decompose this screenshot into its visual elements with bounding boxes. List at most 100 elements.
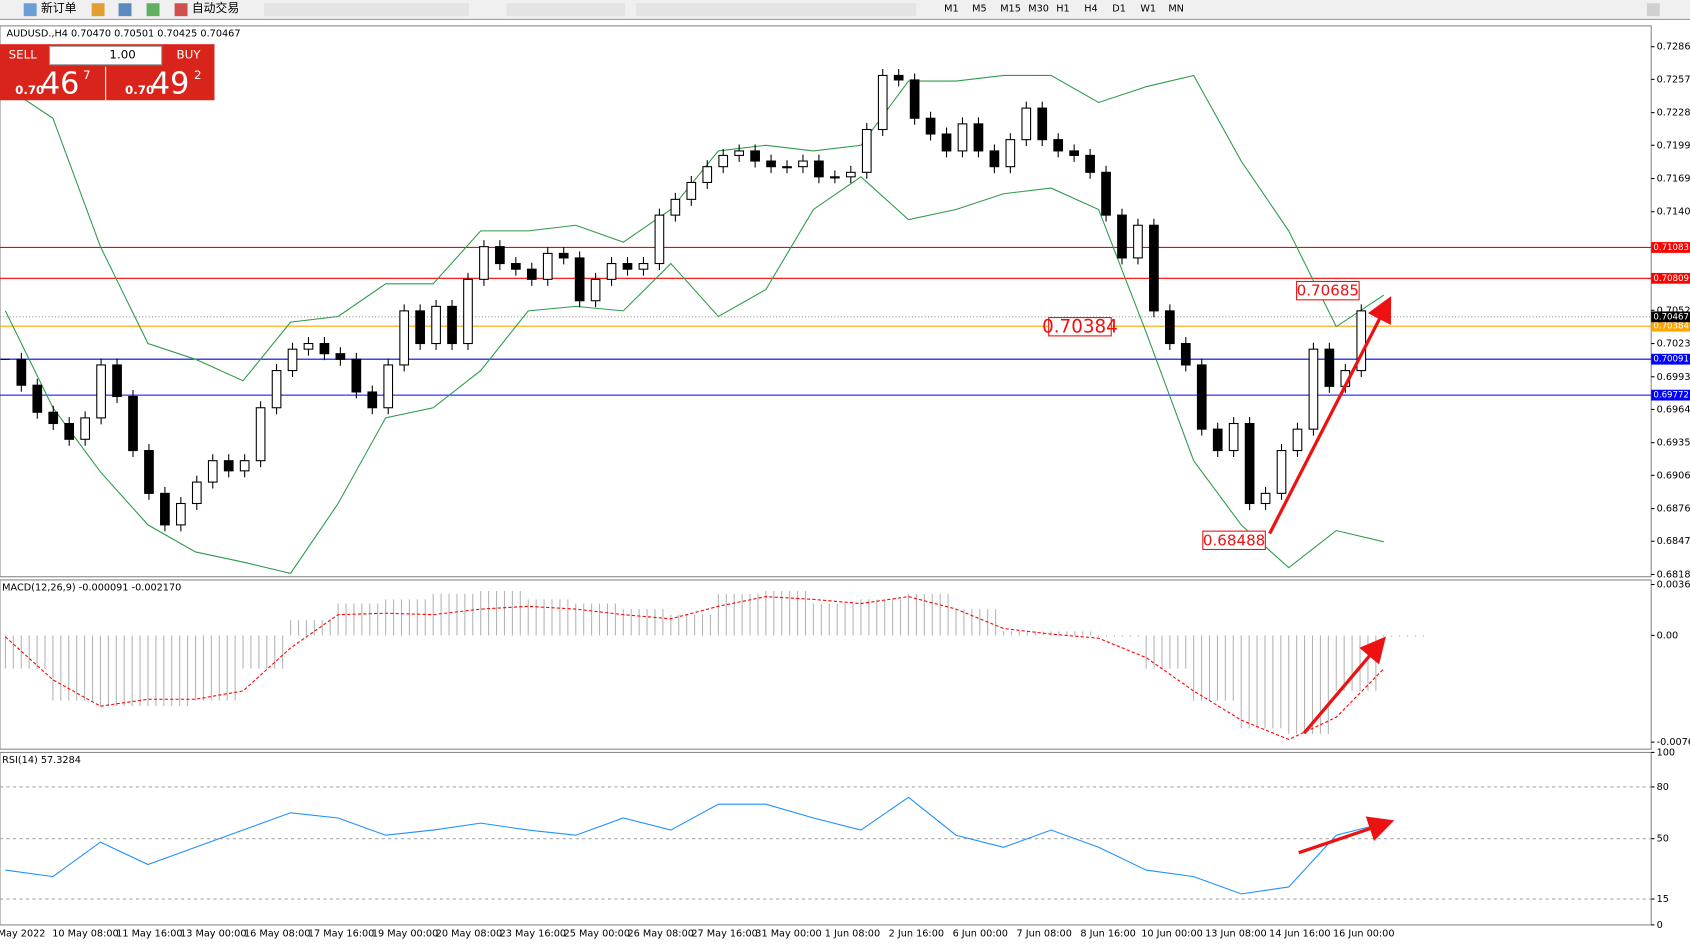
buy-pipette[interactable]: 2	[194, 68, 202, 82]
candle	[1133, 224, 1143, 259]
bollinger-band	[5, 74, 1385, 382]
tool-icon[interactable]	[146, 3, 160, 17]
chart-tools[interactable]	[264, 3, 469, 17]
candle	[48, 411, 59, 425]
candle	[750, 150, 760, 162]
candle	[1292, 428, 1303, 452]
candle	[1005, 139, 1016, 168]
x-tick-label: 19 May 00:00	[372, 929, 438, 940]
x-tick-label: 11 May 16:00	[116, 929, 182, 940]
candle	[1276, 450, 1287, 494]
y-tick-label: 0.69935	[1657, 372, 1690, 383]
candle	[798, 160, 808, 168]
timeframe-button[interactable]: M5	[972, 4, 987, 15]
tool-icon[interactable]	[91, 3, 105, 17]
buy-price[interactable]: 49	[151, 67, 189, 102]
buy-prefix[interactable]: 0.70	[125, 83, 154, 97]
new-order-button[interactable]: 新订单	[41, 1, 77, 15]
candle	[1308, 348, 1319, 430]
candle	[1180, 342, 1191, 366]
price-annotation-box	[1048, 317, 1112, 337]
trade-panel: SELL 1.00 BUY 0.70 46 7 0.70 49 2	[0, 44, 215, 102]
candle	[590, 278, 601, 302]
price-annotation-box	[1202, 530, 1266, 551]
new-order-icon[interactable]	[23, 3, 37, 17]
sell-prefix[interactable]: 0.70	[15, 83, 44, 97]
macd-signal	[5, 596, 1385, 741]
level-tag-label: 0.69772	[1653, 391, 1689, 401]
level-tag	[1651, 353, 1690, 365]
candle	[1212, 428, 1223, 452]
tool-icon[interactable]	[118, 3, 132, 17]
x-tick-label: 31 May 00:00	[755, 929, 821, 940]
y-tick-label: 80	[1657, 782, 1669, 793]
candle	[80, 417, 90, 440]
buy-button[interactable]: BUY	[176, 47, 201, 61]
timeframe-button[interactable]: H4	[1084, 4, 1097, 15]
candle	[479, 246, 489, 280]
candle	[96, 364, 106, 419]
candle	[431, 305, 441, 345]
candle	[526, 268, 537, 280]
sell-button[interactable]: SELL	[9, 47, 38, 61]
timeframe-button[interactable]: MN	[1168, 4, 1184, 15]
candle	[112, 364, 122, 398]
timeframe-button[interactable]: W1	[1140, 4, 1156, 15]
y-tick-label: 0.71695	[1657, 174, 1690, 185]
timeframe-button[interactable]: M15	[1000, 4, 1021, 15]
candle	[1244, 422, 1255, 505]
macd-panel	[0, 579, 1652, 750]
candle	[734, 150, 745, 156]
sell-pipette[interactable]: 7	[83, 68, 91, 82]
x-tick-label: 23 May 16:00	[500, 929, 566, 940]
timeframe-button[interactable]: M1	[944, 4, 959, 15]
x-tick-label: 20 May 08:00	[436, 929, 502, 940]
y-tick-label: 0.00367	[1657, 580, 1690, 591]
candle	[510, 263, 521, 270]
candle	[271, 370, 282, 409]
sell-price[interactable]: 46	[41, 67, 79, 102]
timeframe-button[interactable]: M30	[1028, 4, 1049, 15]
y-tick-label: 15	[1657, 894, 1669, 905]
candle	[1069, 150, 1079, 156]
candle	[128, 395, 138, 452]
timeframe-button[interactable]: H1	[1056, 4, 1069, 15]
candle	[1053, 139, 1064, 152]
search-icon[interactable]	[1646, 3, 1660, 17]
drawing-tools[interactable]	[635, 3, 917, 17]
candle	[909, 79, 920, 119]
candle	[1101, 171, 1111, 216]
x-tick-label: 6 Jun 00:00	[953, 929, 1008, 940]
timeframe-button[interactable]: D1	[1112, 4, 1126, 15]
candle	[239, 460, 250, 472]
x-tick-label: 16 May 08:00	[244, 929, 310, 940]
candle	[191, 481, 202, 505]
candle	[64, 422, 75, 440]
x-tick-label: 25 May 00:00	[564, 929, 630, 940]
x-tick-label: 10 Jun 00:00	[1141, 929, 1203, 940]
candle	[845, 171, 856, 178]
auto-trading-icon[interactable]	[174, 3, 188, 17]
candle	[877, 74, 888, 131]
indicator-label: MACD(12,26,9) -0.000091 -0.002170	[2, 582, 181, 593]
y-tick-label: 0.72575	[1657, 74, 1690, 85]
x-tick-label: 13 Jun 08:00	[1205, 929, 1267, 940]
candle	[16, 358, 27, 386]
candle	[542, 252, 553, 280]
lot-size[interactable]: 1.00	[109, 47, 135, 61]
candle	[463, 278, 473, 345]
lot-input[interactable]	[49, 45, 163, 66]
candle	[925, 117, 936, 135]
x-tick-label: 13 May 00:00	[180, 929, 246, 940]
candle	[1356, 310, 1367, 372]
candle	[782, 166, 792, 169]
price-annotation: 0.70685	[1297, 282, 1359, 300]
candle	[1260, 492, 1271, 505]
chart-tools[interactable]	[506, 3, 626, 17]
auto-trading-button[interactable]: 自动交易	[192, 1, 239, 15]
y-tick-label: 0	[1657, 920, 1663, 931]
candle	[686, 181, 697, 200]
